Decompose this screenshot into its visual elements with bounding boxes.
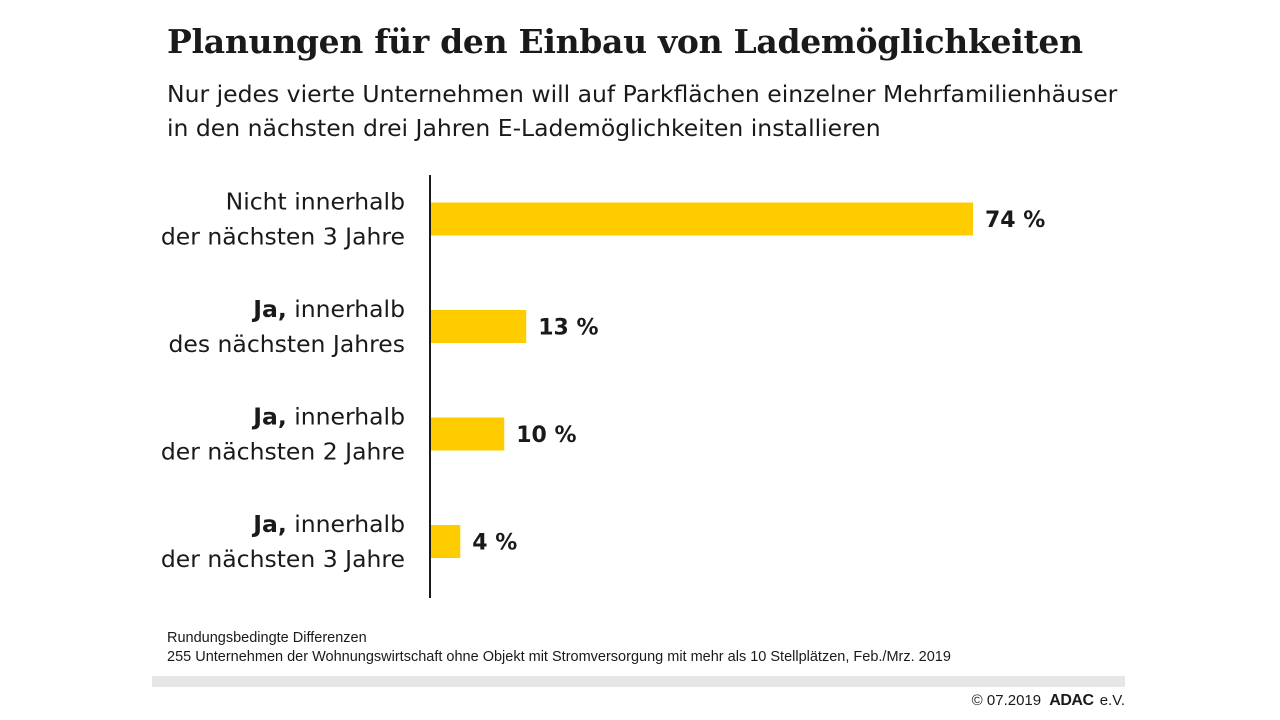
category-label-2-line-1-seg-0: der nächsten 2 Jahre [161, 438, 405, 466]
footer-bar [152, 676, 1125, 687]
category-label-0-line-1-seg-0: der nächsten 3 Jahre [161, 223, 405, 251]
category-label-1-line-0-seg-1: innerhalb [287, 295, 405, 323]
bar-0 [431, 202, 973, 236]
category-label-3-line-0-seg-1: innerhalb [287, 510, 405, 538]
value-label-1: 13 % [538, 316, 598, 341]
value-label-0: 74 % [985, 208, 1045, 233]
copyright-date: © 07.2019 [971, 692, 1042, 709]
chart-title: Planungen für den Einbau von Lademöglich… [167, 22, 1083, 61]
value-label-2: 10 % [516, 423, 576, 448]
bar-3 [431, 525, 461, 558]
footnote: Rundungsbedingte Differenzen 255 Unterne… [167, 629, 951, 667]
category-label-1-line-0-seg-0: Ja, [251, 295, 287, 323]
category-label-2-line-0-seg-1: innerhalb [287, 403, 405, 431]
copyright: © 07.2019 ADAC e.V. [972, 692, 1125, 710]
category-label-0-line-0-seg-0: Nicht innerhalb [226, 188, 405, 216]
subtitle-line-2: in den nächsten drei Jahren E-Lademöglic… [167, 114, 881, 142]
brand-suffix: e.V. [1099, 692, 1125, 709]
category-label-2-line-1: der nächsten 2 Jahre [161, 438, 405, 466]
value-label-3: 4 % [472, 531, 517, 556]
footnote-line-1: Rundungsbedingte Differenzen [167, 630, 367, 646]
category-label-1-line-0: Ja, innerhalb [251, 295, 405, 323]
category-label-0-line-0: Nicht innerhalb [226, 188, 405, 216]
category-label-3-line-1-seg-0: der nächsten 3 Jahre [161, 545, 405, 573]
category-label-1-line-1: des nächsten Jahres [168, 330, 405, 358]
bar-2 [431, 417, 505, 451]
category-label-1-line-1-seg-0: des nächsten Jahres [168, 330, 405, 358]
category-label-2-line-0: Ja, innerhalb [251, 403, 405, 431]
category-label-3-line-1: der nächsten 3 Jahre [161, 545, 405, 573]
footnote-line-2: 255 Unternehmen der Wohnungswirtschaft o… [167, 649, 951, 665]
category-label-3-line-0: Ja, innerhalb [251, 510, 405, 538]
bar-1 [431, 310, 527, 343]
chart-subtitle: Nur jedes vierte Unternehmen will auf Pa… [167, 77, 1117, 145]
category-label-3-line-0-seg-0: Ja, [251, 510, 287, 538]
category-label-0-line-1: der nächsten 3 Jahre [161, 223, 405, 251]
subtitle-line-1: Nur jedes vierte Unternehmen will auf Pa… [167, 80, 1118, 108]
brand-logo: ADAC [1049, 692, 1094, 709]
category-label-2-line-0-seg-0: Ja, [251, 403, 287, 431]
